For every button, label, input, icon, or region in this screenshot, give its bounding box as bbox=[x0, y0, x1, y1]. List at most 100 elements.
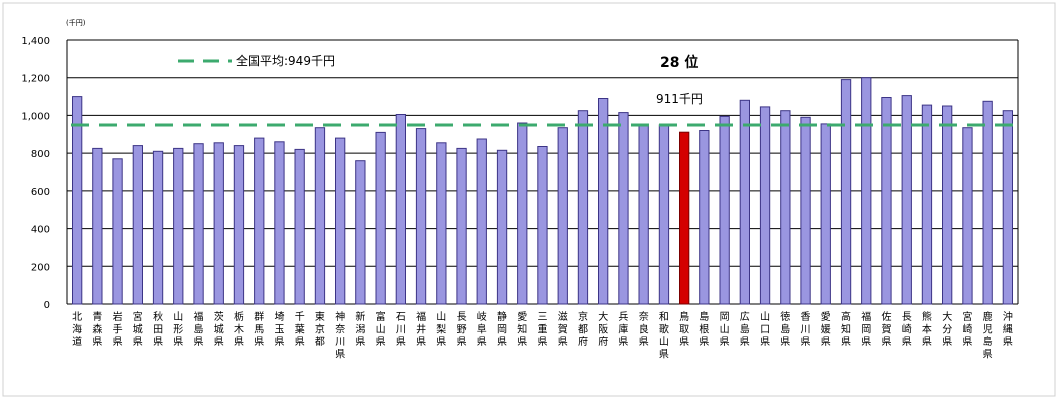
bar bbox=[355, 160, 366, 305]
value-annotation: 911千円 bbox=[656, 92, 703, 106]
x-tick-label: 長野県 bbox=[457, 311, 467, 348]
x-tick-label: 滋賀県 bbox=[558, 310, 568, 348]
x-tick-label: 埼玉県 bbox=[275, 310, 285, 348]
x-tick-label: 京都府 bbox=[578, 310, 588, 348]
x-tick-label: 宮城県 bbox=[133, 310, 143, 348]
x-tick-label: 宮崎県 bbox=[962, 310, 972, 348]
x-tick-label: 島根県 bbox=[699, 310, 709, 348]
bar bbox=[254, 137, 265, 305]
y-tick-label: 600 bbox=[31, 187, 50, 198]
bar bbox=[233, 145, 245, 305]
bar bbox=[537, 146, 548, 305]
bar bbox=[112, 158, 123, 305]
bar bbox=[840, 79, 852, 305]
x-tick-label: 茨城県 bbox=[214, 310, 224, 348]
x-tick-label: 佐賀県 bbox=[882, 311, 892, 348]
bar bbox=[699, 130, 710, 305]
bar bbox=[618, 112, 629, 305]
x-tick-label: 奈良県 bbox=[639, 310, 649, 348]
bar bbox=[375, 131, 386, 305]
x-tick-label: 石川県 bbox=[396, 312, 406, 348]
x-tick-label: 鳥取県 bbox=[679, 310, 689, 348]
y-tick-label: 1,400 bbox=[21, 36, 50, 47]
x-tick-label: 三重県 bbox=[538, 312, 548, 348]
bar bbox=[92, 147, 103, 305]
bar bbox=[638, 124, 649, 305]
x-tick-label: 青森県 bbox=[92, 310, 102, 348]
y-tick-label: 200 bbox=[31, 262, 50, 273]
x-tick-label: 高知県 bbox=[841, 310, 851, 348]
x-tick-label: 沖縄県 bbox=[1003, 310, 1013, 348]
bar bbox=[921, 104, 933, 305]
x-tick-label: 岐阜県 bbox=[477, 310, 487, 348]
x-tick-label: 山口県 bbox=[760, 311, 770, 348]
bar bbox=[861, 77, 872, 305]
bar bbox=[942, 105, 953, 305]
y-tick-label: 400 bbox=[31, 225, 50, 236]
bar bbox=[820, 123, 831, 305]
x-tick-label: 千葉県 bbox=[295, 311, 305, 348]
x-tick-label: 岩手県 bbox=[113, 310, 123, 348]
x-tick-label: 広島県 bbox=[740, 310, 750, 348]
bar bbox=[517, 122, 528, 305]
y-unit-label: (千円) bbox=[66, 18, 86, 27]
bar bbox=[800, 116, 811, 305]
x-tick-label: 兵庫県 bbox=[618, 310, 628, 348]
x-tick-label: 徳島県 bbox=[780, 310, 790, 348]
y-tick-label: 1,000 bbox=[21, 111, 50, 122]
bar bbox=[658, 124, 670, 305]
bar bbox=[962, 127, 973, 305]
x-tick-label: 神奈川県 bbox=[335, 310, 345, 361]
x-tick-label: 山梨県 bbox=[436, 311, 446, 348]
x-tick-label: 秋田県 bbox=[153, 310, 163, 348]
x-tick-label: 新潟県 bbox=[355, 310, 365, 348]
x-tick-label: 香川県 bbox=[801, 311, 811, 348]
x-tick-label: 大分県 bbox=[942, 310, 952, 348]
x-tick-label: 鹿児島県 bbox=[983, 310, 993, 361]
y-tick-label: 800 bbox=[31, 149, 50, 160]
x-tick-label: 北海道 bbox=[72, 311, 82, 348]
bar bbox=[335, 137, 346, 305]
bar bbox=[780, 110, 791, 305]
bar bbox=[577, 110, 589, 305]
bar bbox=[213, 142, 224, 305]
bar bbox=[193, 143, 204, 305]
bar bbox=[415, 128, 427, 305]
bar bbox=[759, 106, 771, 305]
x-tick-label: 群馬県 bbox=[254, 310, 264, 348]
bar bbox=[274, 141, 285, 305]
bar bbox=[132, 145, 143, 305]
bar bbox=[314, 127, 326, 305]
x-tick-label: 和歌山県 bbox=[659, 311, 669, 361]
bar bbox=[152, 150, 164, 305]
x-tick-label: 福島県 bbox=[194, 310, 204, 348]
x-tick-label: 福岡県 bbox=[861, 310, 871, 348]
bar bbox=[881, 97, 892, 305]
x-tick-label: 岡山県 bbox=[720, 311, 730, 348]
x-tick-label: 福井県 bbox=[416, 310, 426, 348]
bar bbox=[982, 100, 993, 305]
bar bbox=[456, 147, 467, 305]
x-tick-label: 長崎県 bbox=[902, 311, 912, 348]
x-tick-label: 熊本県 bbox=[922, 310, 932, 348]
bar bbox=[719, 115, 730, 305]
bar bbox=[496, 149, 508, 305]
x-tick-label: 山形県 bbox=[173, 311, 183, 348]
y-tick-label: 1,200 bbox=[21, 74, 50, 85]
x-tick-label: 愛媛県 bbox=[821, 310, 831, 348]
bar bbox=[901, 95, 912, 305]
bar bbox=[739, 99, 751, 305]
legend-label: 全国平均:949千円 bbox=[236, 53, 335, 68]
bar bbox=[1002, 110, 1014, 305]
bar bbox=[598, 98, 609, 305]
y-tick-label: 0 bbox=[44, 300, 50, 311]
x-tick-label: 愛知県 bbox=[517, 310, 527, 348]
x-tick-label: 富山県 bbox=[376, 310, 386, 348]
x-tick-label: 静岡県 bbox=[497, 310, 507, 348]
rank-annotation: 28 位 bbox=[660, 54, 698, 71]
x-tick-label: 東京都 bbox=[315, 310, 325, 348]
bar bbox=[476, 138, 487, 305]
x-tick-label: 栃木県 bbox=[234, 310, 244, 348]
bar bbox=[436, 142, 447, 305]
